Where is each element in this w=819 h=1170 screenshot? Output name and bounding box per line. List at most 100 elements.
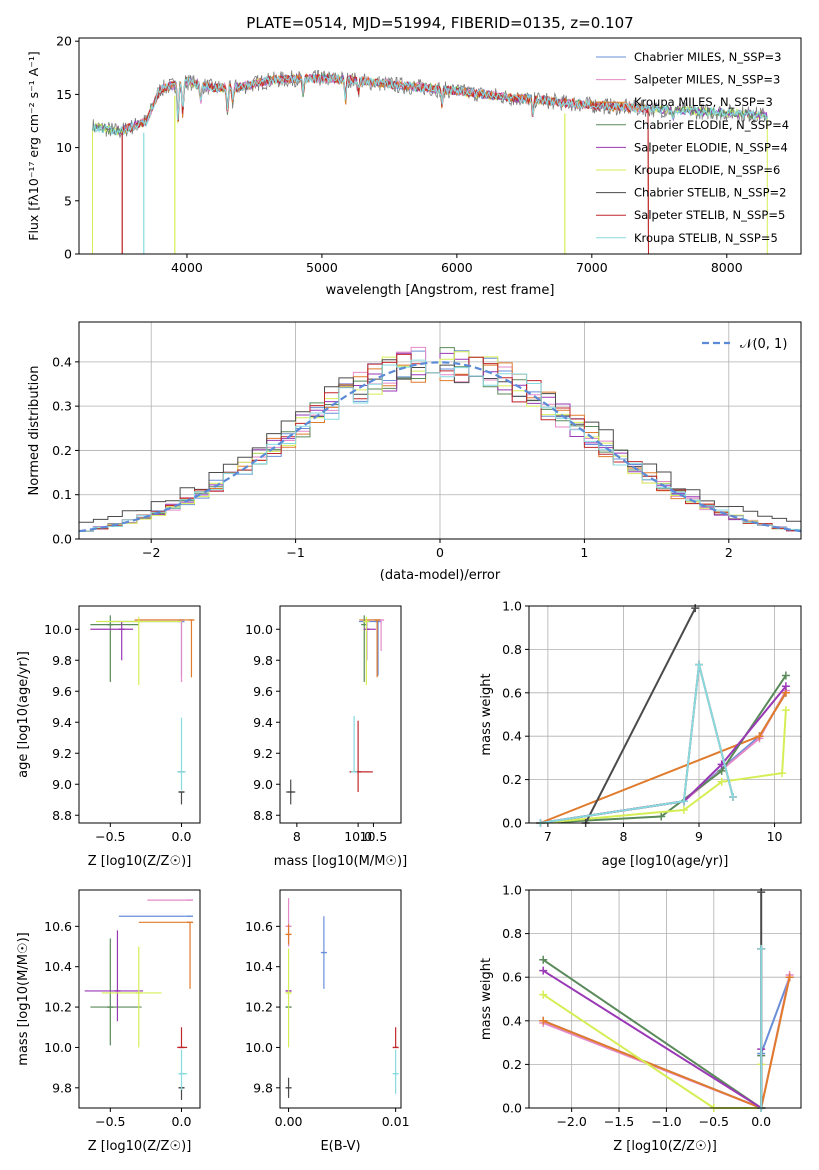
- weight_vs_age-marker: [729, 792, 737, 801]
- spectrum-legend-item: Chabrier MILES, N_SSP=3: [634, 50, 781, 64]
- residuals-ytick-label: 0.1: [52, 487, 72, 502]
- mass_vs_ebv-points: [285, 898, 399, 1098]
- mass_vs_ebv-ytick-label: 9.8: [253, 1080, 273, 1095]
- spectrum-model-salpeter_miles: [121, 73, 649, 254]
- spectrum-legend-item: Salpeter MILES, N_SSP=3: [634, 73, 780, 87]
- weight_vs_Z-ytick-label: 0.2: [502, 1057, 522, 1072]
- weight_vs_Z-marker: [785, 973, 794, 982]
- age_vs_Z-ytick-label: 9.4: [52, 715, 72, 730]
- residuals-gaussian-line: [79, 361, 801, 533]
- residuals-xtick-label: 1: [580, 545, 588, 560]
- mass_vs_Z-xtick-label: −0.5: [95, 1114, 125, 1129]
- spectrum-xtick-label: 7000: [576, 260, 608, 275]
- spectrum-legend-item: Salpeter STELIB, N_SSP=5: [634, 208, 785, 222]
- age_vs_mass-xtick-label: 10.5: [360, 829, 388, 844]
- spectrum-legend-item: Kroupa STELIB, N_SSP=5: [634, 231, 778, 245]
- age_vs_Z-xtick-label: −0.5: [95, 829, 125, 844]
- weight_vs_age-marker: [755, 732, 764, 741]
- residuals-xtick-label: 2: [725, 545, 733, 560]
- mass_vs_Z-ytick-label: 10.4: [44, 959, 72, 974]
- weight_vs_Z-xtick-label: −2.0: [556, 1114, 586, 1129]
- weight_vs_age-xtick-label: 10: [767, 829, 783, 844]
- weight_vs_age-series-line: [540, 710, 787, 824]
- weight_vs_age-series-line: [540, 685, 787, 824]
- spectrum-legend: Chabrier MILES, N_SSP=3 Salpeter MILES, N…: [596, 50, 789, 245]
- weight_vs_Z-xtick-label: −0.5: [699, 1114, 729, 1129]
- weight_vs_age-ylabel: mass weight: [479, 673, 494, 755]
- weight_vs_age-marker: [695, 660, 703, 669]
- age_vs_mass-frame: [279, 605, 402, 824]
- weight_vs_Z-ytick-label: 0.4: [502, 1013, 522, 1028]
- weight_vs_Z-ytick-label: 0.6: [502, 970, 522, 985]
- spectrum-ylabel: Flux [fλ10⁻¹⁷ erg cm⁻² s⁻¹ A⁻¹]: [26, 51, 41, 240]
- age_vs_mass-xtick-label: 10.0: [344, 829, 372, 844]
- weight_vs_age-ytick-label: 0.2: [502, 772, 522, 787]
- mass_vs_Z-points: [84, 899, 194, 1100]
- weight_vs_Z-marker: [757, 944, 766, 953]
- mass_vs_ebv-ytick-label: 10.0: [245, 1040, 273, 1055]
- weight_vs_Z-ylabel: mass weight: [479, 958, 494, 1040]
- weight_vs_age-series-line: [540, 674, 787, 824]
- residuals-xtick-label: −2: [142, 545, 160, 560]
- spectrum-ytick-label: 10: [56, 140, 72, 155]
- age_vs_mass-ytick-label: 9.4: [253, 715, 273, 730]
- weight_vs_age-series-line: [584, 607, 697, 824]
- residuals-xtick-label: 0: [436, 545, 444, 560]
- spectrum-ytick-label: 5: [64, 193, 72, 208]
- residuals-ticks: −2 −1 0 1 2 0.0 0.1 0.2 0.3 0.4: [52, 322, 801, 560]
- weight_vs_age-xtick-label: 7: [544, 829, 552, 844]
- age_vs_mass-xlabel: mass [log10(M/M☉)]: [274, 854, 407, 869]
- spectrum-legend-item: Chabrier ELODIE, N_SSP=4: [634, 118, 789, 132]
- age_vs_mass-ytick-label: 9.6: [253, 684, 273, 699]
- spectrum-frame: [78, 37, 802, 255]
- spectrum-model-kroupa_stelib: [92, 74, 768, 136]
- weight_vs_Z-frame: [528, 889, 802, 1109]
- age_vs_Z-ytick-label: 9.0: [52, 777, 72, 792]
- residuals-hist-salpeter_stelib: [79, 353, 801, 532]
- mass_vs_Z-ytick-label: 9.8: [52, 1080, 72, 1095]
- weight_vs_Z-series-line: [542, 969, 763, 1110]
- mass_vs_Z-ylabel: mass [log10(M/M☉)]: [16, 932, 31, 1065]
- age_vs_Z-frame: [78, 605, 201, 824]
- spectrum-xtick-label: 6000: [441, 260, 473, 275]
- weight_vs_Z-ytick-label: 0.8: [502, 926, 522, 941]
- age_vs_Z-ytick-label: 9.6: [52, 684, 72, 699]
- mass_vs_ebv-frame: [279, 889, 402, 1109]
- age_vs_Z-xtick-label: 0.0: [172, 829, 192, 844]
- mass_vs_Z-frame: [78, 889, 201, 1109]
- age_vs_mass-ytick-label: 10.0: [245, 622, 273, 637]
- residuals-hist-kroupa_stelib: [79, 359, 801, 532]
- mass_vs_Z-ytick-label: 10.2: [44, 1000, 72, 1015]
- spectrum-title: PLATE=0514, MJD=51994, FIBERID=0135, z=0…: [246, 14, 633, 32]
- residuals-legend-item: 𝒩(0, 1): [740, 337, 787, 352]
- weight_vs_Z-marker: [757, 888, 766, 897]
- residuals-ytick-label: 0.4: [52, 354, 72, 369]
- spectrum-ytick-label: 20: [56, 34, 72, 49]
- weight_vs_age-marker: [679, 805, 688, 814]
- spectrum-ytick-label: 15: [56, 87, 72, 102]
- weight_vs_age-marker: [691, 604, 700, 613]
- residuals-ytick-label: 0.0: [52, 532, 72, 547]
- weight_vs_Z-ytick-label: 1.0: [502, 883, 522, 898]
- weight_vs_Z-xlabel: Z [log10(Z/Z☉)]: [613, 1139, 717, 1154]
- residuals-legend: 𝒩(0, 1): [702, 337, 787, 352]
- weight_vs_age-ytick-label: 0.6: [502, 685, 522, 700]
- weight_vs_age-xtick-label: 8: [619, 829, 627, 844]
- weight_vs_age-lines: [536, 604, 790, 827]
- spectrum-ticks: 4000 5000 6000 7000 8000 0 5 10 15 20: [56, 34, 743, 275]
- mass_vs_ebv-ticks: 0.00 0.01 9.8 10.0 10.2 10.4 10.6: [245, 919, 409, 1129]
- spectrum-legend-item: Salpeter ELODIE, N_SSP=4: [634, 140, 788, 154]
- age_vs_Z-ytick-label: 10.0: [44, 622, 72, 637]
- age_vs_mass-points: [286, 615, 385, 805]
- spectrum-curves: [92, 69, 768, 254]
- weight_vs_Z-series-line: [542, 993, 763, 1109]
- age_vs_mass-ytick-label: 8.8: [253, 808, 273, 823]
- spectrum-xtick-label: 8000: [711, 260, 743, 275]
- residuals-ytick-label: 0.3: [52, 399, 72, 414]
- weight_vs_age-marker: [781, 671, 790, 680]
- age_vs_Z-ytick-label: 9.2: [52, 746, 72, 761]
- residuals-xlabel: (data-model)/error: [380, 568, 501, 583]
- weight_vs_age-series-line: [540, 690, 787, 824]
- spectrum-legend-item: Kroupa ELODIE, N_SSP=6: [634, 163, 780, 177]
